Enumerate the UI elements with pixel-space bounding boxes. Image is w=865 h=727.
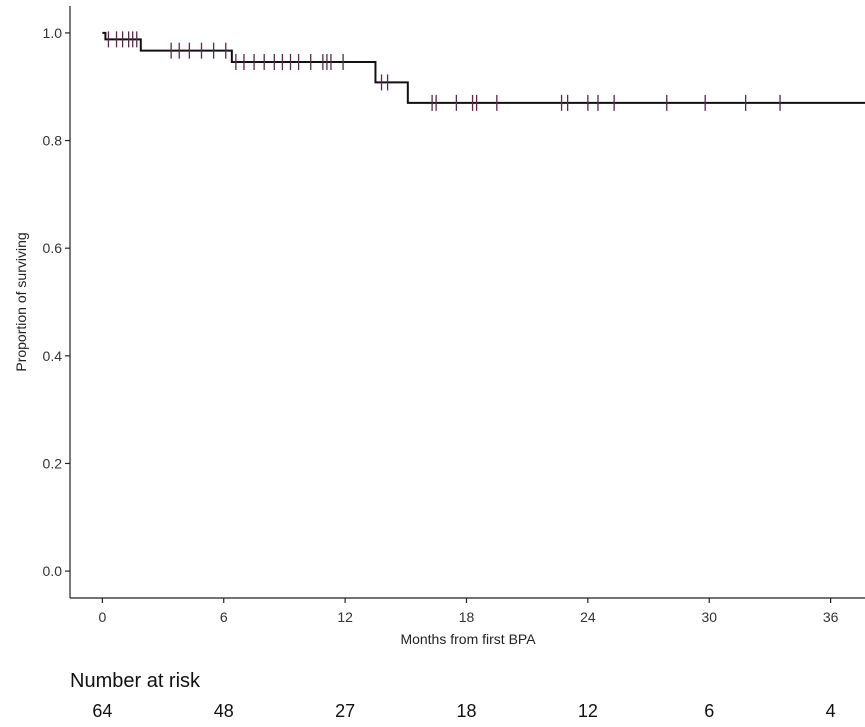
risk-count: 64 [92,701,113,721]
x-tick-label: 0 [98,609,106,625]
x-tick-label: 36 [823,609,839,625]
risk-count: 12 [577,701,598,721]
risk-count: 4 [825,701,836,721]
risk-table-title: Number at risk [70,670,201,692]
survival-chart: 0.0 0.2 0.4 0.6 0.8 1.0 0 6 12 18 24 30 36 Months f… [13,6,865,647]
survival-step-line [102,31,865,104]
y-tick-label: 0.2 [43,455,63,471]
risk-count: 48 [213,701,234,721]
x-axis: 0 6 12 18 24 30 36 [70,597,865,625]
x-tick-label: 6 [220,609,228,625]
x-axis-title: Months from first BPA [400,631,536,647]
censor-marks [107,31,781,111]
x-tick-label: 12 [337,609,353,625]
risk-count: 27 [335,701,356,721]
risk-count: 6 [704,701,715,721]
survival-curve [102,31,865,104]
y-tick-label: 0.4 [43,348,63,364]
y-axis-title: Proportion of surviving [13,232,29,371]
x-tick-label: 18 [459,609,475,625]
y-tick-label: 0.0 [43,563,63,579]
y-tick-label: 1.0 [43,25,63,41]
x-tick-label: 30 [701,609,717,625]
y-tick-label: 0.8 [43,133,63,149]
y-tick-label: 0.6 [43,240,63,256]
x-tick-label: 24 [580,609,596,625]
risk-count: 18 [456,701,477,721]
y-axis: 0.0 0.2 0.4 0.6 0.8 1.0 [43,6,71,598]
